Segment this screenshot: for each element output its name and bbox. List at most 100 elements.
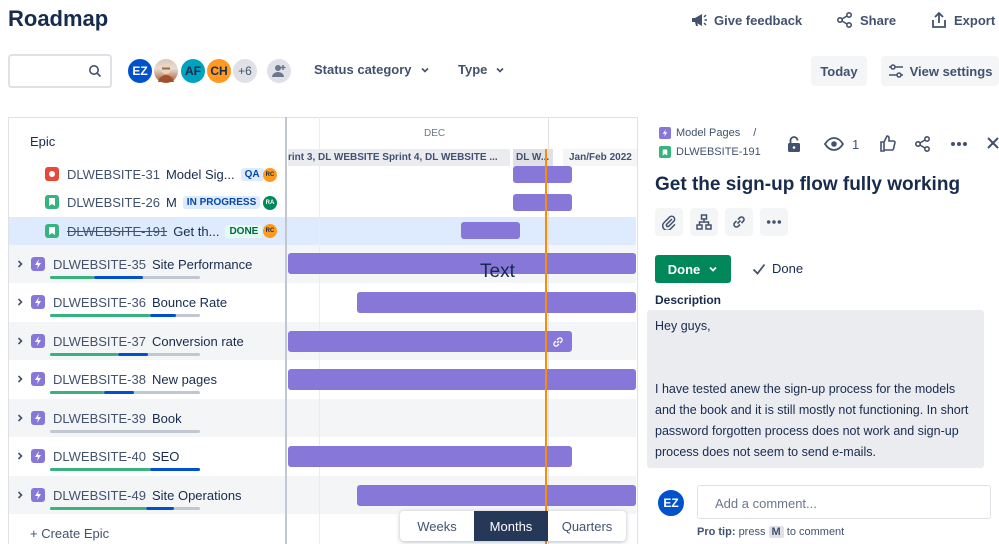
description-field[interactable]: Hey guys, I have tested anew the sign-up… — [647, 310, 984, 468]
timeline-bar[interactable] — [357, 292, 636, 313]
lock-icon[interactable] — [786, 135, 802, 153]
timeline-bar[interactable] — [357, 485, 636, 506]
avatar-ez[interactable]: EZ — [126, 57, 154, 85]
issue-key[interactable]: DLWEBSITE-35 — [53, 256, 146, 272]
progress-inprogress — [104, 391, 134, 394]
give-feedback-button[interactable]: Give feedback — [690, 10, 802, 30]
chevron-down-icon — [420, 67, 429, 73]
avatar-ch[interactable]: CH — [205, 57, 233, 85]
sprint-label: Jan/Feb 2022 — [569, 152, 632, 163]
chevron-right-icon[interactable] — [15, 297, 25, 307]
create-epic-button[interactable]: + Create Epic — [30, 526, 109, 541]
assignee-avatar: RA — [263, 196, 277, 210]
attach-button[interactable] — [655, 208, 683, 236]
breadcrumb: Model Pages / — [659, 127, 756, 139]
quarters-tab[interactable]: Quarters — [561, 518, 613, 534]
months-tab[interactable]: Months — [474, 511, 548, 541]
view-settings-label: View settings — [909, 63, 993, 79]
status-category-filter[interactable]: Status category — [314, 62, 430, 77]
row-text: DLWEBSITE-49 Site Operations — [53, 488, 242, 503]
share-icon[interactable] — [914, 135, 932, 153]
list-item[interactable]: DLWEBSITE-31 Model Sig... QA — [9, 160, 636, 188]
description-line: and the book and it is still mostly not … — [655, 403, 969, 417]
type-filter[interactable]: Type — [458, 62, 505, 77]
parent-link[interactable]: Model Pages — [676, 127, 741, 139]
more-actions-button[interactable] — [760, 208, 788, 236]
timeline-bar[interactable] — [288, 253, 636, 274]
grid-line — [319, 117, 320, 544]
progress-inprogress — [146, 507, 174, 510]
issue-title[interactable]: Get the sign-up flow fully working — [655, 174, 961, 195]
share-button[interactable]: Share — [836, 10, 896, 30]
more-avatars-button[interactable]: +6 — [231, 57, 259, 85]
chevron-right-icon[interactable] — [15, 490, 25, 500]
export-button[interactable]: Export — [930, 10, 995, 30]
link-issue-button[interactable] — [725, 208, 753, 236]
link-icon — [733, 216, 745, 228]
list-item[interactable]: DLWEBSITE-26 M IN PROGRESS — [9, 188, 636, 216]
timeline-bar[interactable] — [288, 446, 572, 467]
chevron-right-icon[interactable] — [15, 374, 25, 384]
issue-key[interactable]: DLWEBSITE-36 — [53, 294, 146, 310]
epic-row[interactable]: DLWEBSITE-40 SEO — [9, 437, 636, 475]
timeline-bar[interactable] — [288, 331, 572, 352]
issue-title: Site Operations — [151, 487, 242, 503]
status-transition-button[interactable]: Done — [655, 255, 731, 283]
commenter-avatar: EZ — [656, 488, 686, 518]
status-label: Done — [667, 261, 701, 277]
timeline-bar[interactable] — [513, 194, 572, 211]
view-mode-toggle[interactable]: Weeks Months Quarters — [400, 511, 626, 541]
issue-key[interactable]: DLWEBSITE-49 — [53, 487, 146, 503]
issue-key[interactable]: DLWEBSITE-38 — [53, 371, 146, 387]
bug-icon — [45, 167, 59, 181]
issue-key[interactable]: DLWEBSITE-37 — [53, 333, 146, 349]
issue-key[interactable]: DLWEBSITE-31 — [67, 166, 160, 182]
child-issue-button[interactable] — [690, 208, 718, 236]
issue-key[interactable]: DLWEBSITE-40 — [53, 448, 146, 464]
sprint-bar[interactable]: Jan/Feb 2022 — [563, 149, 637, 166]
chevron-right-icon[interactable] — [15, 259, 25, 269]
issue-title: Site Performance — [151, 256, 253, 272]
add-people-button[interactable] — [265, 57, 293, 85]
chevron-right-icon[interactable] — [15, 413, 25, 423]
pro-tip: Pro tip: press M to comment — [697, 526, 844, 538]
progress-done — [50, 353, 118, 356]
today-label: Today — [820, 63, 858, 79]
timeline-bar[interactable] — [461, 222, 520, 239]
create-epic-label: + Create Epic — [30, 526, 110, 541]
more-icon[interactable] — [950, 141, 968, 147]
search-input[interactable] — [8, 54, 112, 88]
list-item-selected[interactable]: DLWEBSITE-191 Get th... DONE — [9, 217, 636, 245]
issue-key-link[interactable]: DLWEBSITE-191 — [676, 146, 761, 158]
timeline-bar[interactable] — [288, 369, 636, 390]
link-icon[interactable] — [552, 336, 564, 348]
close-icon[interactable] — [986, 136, 999, 150]
epic-row[interactable]: DLWEBSITE-38 New pages — [9, 360, 636, 398]
issue-key[interactable]: DLWEBSITE-39 — [53, 410, 146, 426]
sprint-bar[interactable]: rint 3, DL WEBSITE Sprint 4, DL WEBSITE … — [288, 149, 510, 166]
avatar-photo[interactable] — [152, 57, 180, 85]
hierarchy-icon — [696, 214, 712, 230]
issue-key[interactable]: DLWEBSITE-191 — [67, 223, 168, 239]
today-button[interactable]: Today — [811, 56, 867, 86]
view-settings-button[interactable]: View settings — [881, 56, 999, 86]
comment-input[interactable]: Add a comment... — [697, 485, 991, 519]
issue-title: Bounce Rate — [151, 294, 228, 310]
row-text: DLWEBSITE-31 Model Sig... — [67, 167, 235, 182]
row-text: DLWEBSITE-38 New pages — [53, 372, 217, 387]
chevron-right-icon[interactable] — [15, 451, 25, 461]
row-text: DLWEBSITE-35 Site Performance — [53, 257, 252, 272]
issue-key[interactable]: DLWEBSITE-26 — [67, 194, 160, 210]
keyboard-shortcut: M — [768, 526, 784, 538]
paperclip-icon — [661, 215, 676, 230]
avatar-af[interactable]: AF — [179, 57, 207, 85]
timeline-bar[interactable] — [513, 166, 572, 183]
sprint-bar[interactable]: DL W... — [513, 149, 553, 166]
thumbs-up-icon[interactable] — [879, 135, 896, 152]
description-label: Description — [655, 293, 722, 307]
watchers-button[interactable]: 1 — [824, 136, 859, 152]
protip-suffix: to comment — [786, 526, 845, 538]
weeks-tab[interactable]: Weeks — [417, 518, 457, 534]
epic-row[interactable]: DLWEBSITE-36 Bounce Rate — [9, 283, 636, 321]
chevron-right-icon[interactable] — [15, 336, 25, 346]
